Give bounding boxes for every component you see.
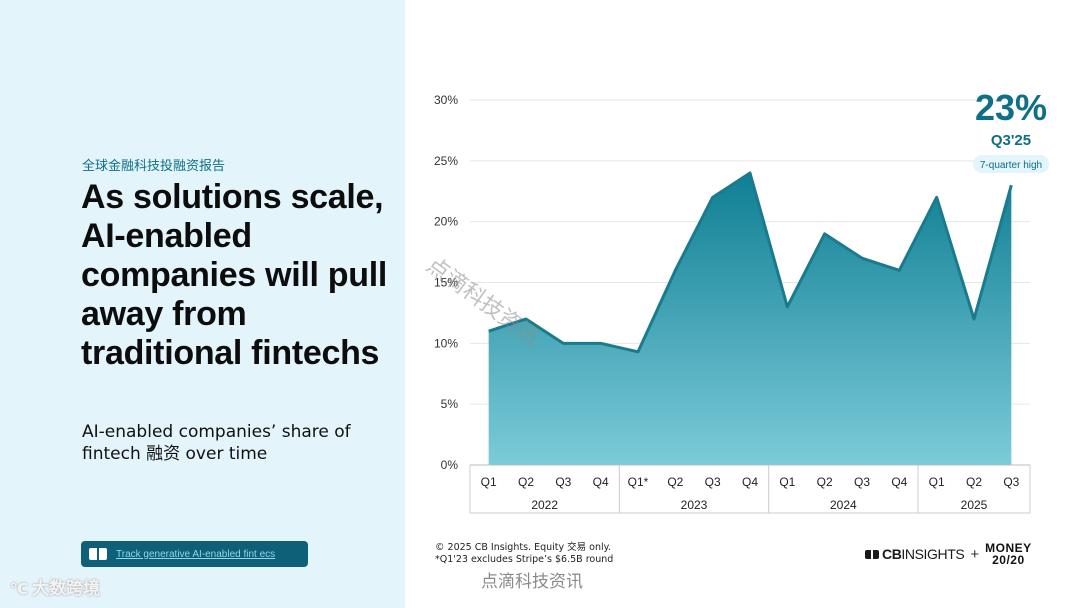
series-line [488, 171, 1013, 354]
y-tick-label: 10% [434, 336, 458, 350]
x-tick-label: Q2 [966, 475, 982, 489]
bottom-watermark: 点滴科技资讯 [481, 572, 583, 592]
y-tick-label: 5% [441, 397, 459, 411]
x-tick-label: Q3 [555, 475, 571, 489]
x-tick-label: Q3 [854, 475, 870, 489]
source-note: © 2025 CB Insights. Equity 交易 only. *Q1'… [435, 542, 613, 566]
y-tick-label: 20% [434, 215, 458, 229]
callout-value: 23% [975, 87, 1047, 128]
cb-insights-logo: CBINSIGHTS [882, 546, 965, 562]
cb-insights-icon [89, 548, 107, 560]
x-axis: Q1 Q2 Q3 Q4 Q1* Q2 Q3 Q4 Q1 Q2 Q3 Q4 Q1 Q2 Q3 2022 2023 2… [469, 464, 1031, 514]
area-fill [488, 173, 1012, 465]
x-tick-label: Q1 [481, 475, 497, 489]
y-tick-label: 30% [434, 93, 458, 107]
year-label: 2022 [531, 498, 558, 512]
year-label: 2024 [830, 498, 857, 512]
source-line-2: *Q1'23 excludes Stripe’s $6.5B round [435, 554, 614, 565]
cb-logo-icon [865, 549, 879, 559]
x-tick-label: Q1* [628, 475, 649, 489]
x-tick-label: Q2 [667, 475, 683, 489]
brand-plus: + [970, 545, 980, 563]
y-tick-label: 25% [434, 154, 458, 168]
callout-pill [973, 155, 1049, 173]
y-axis-ticks: 0% 5% 10% 15% 20% 25% 30% [434, 93, 458, 472]
corner-logo: ℃ 大数跨境 [10, 574, 100, 599]
year-label: 2025 [961, 498, 988, 512]
track-button-label: Track generative AI-enabled fint ecs [116, 548, 276, 560]
brand-logos: CBINSIGHTS + MONEY 20/20 [865, 540, 1032, 568]
x-tick-label: Q2 [817, 475, 833, 489]
x-tick-label: Q4 [891, 475, 907, 489]
callout-period: Q3'25 [991, 132, 1031, 149]
track-ai-fintech-button[interactable]: Track generative AI-enabled fint ecs [81, 541, 308, 567]
callout-note: 7-quarter high [980, 160, 1042, 171]
x-tick-label: Q3 [1003, 475, 1019, 489]
year-label: 2023 [681, 498, 708, 512]
left-panel [0, 0, 405, 608]
x-tick-label: Q4 [593, 475, 609, 489]
logo-mark-icon: ℃ [10, 580, 29, 598]
x-tick-label: Q1 [929, 475, 945, 489]
money2020-logo: MONEY 20/20 [985, 541, 1032, 567]
chart-subtitle: AI-enabled companies’ share of fintech 融… [82, 422, 351, 464]
x-tick-label: Q1 [779, 475, 795, 489]
area-chart: 0%5%10%15%20%25%30% Q1 Q2 Q3 Q4 Q1* Q2 Q3 Q4 Q1 Q… [434, 87, 1049, 514]
y-tick-label: 15% [434, 276, 458, 290]
x-tick-label: Q2 [518, 475, 534, 489]
x-tick-label: Q4 [742, 475, 758, 489]
corner-logo-text: 大数跨境 [32, 579, 101, 599]
x-tick-label: Q3 [705, 475, 721, 489]
callout: 23% Q3'25 7-quarter high [973, 87, 1049, 173]
headline: As solutions scale, AI-enabled companies… [81, 178, 388, 372]
report-kicker: 全球金融科技投融资报告 [82, 159, 226, 174]
y-tick-label: 0% [441, 458, 459, 472]
source-line-1: © 2025 CB Insights. Equity 交易 only. [435, 542, 611, 553]
